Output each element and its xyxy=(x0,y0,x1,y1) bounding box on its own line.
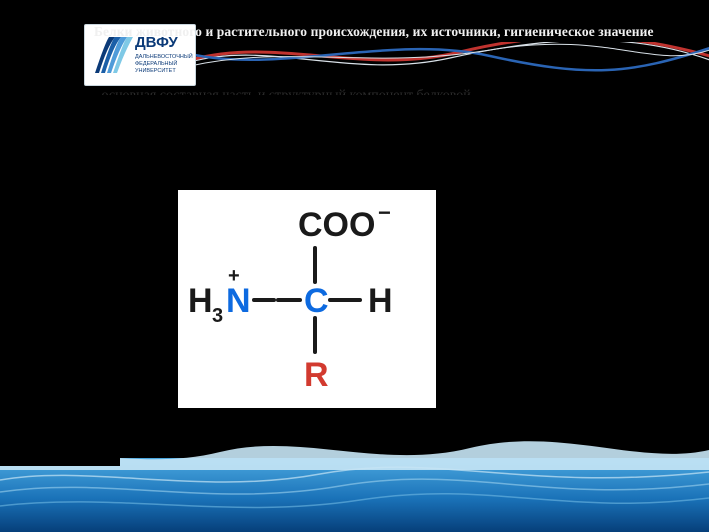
slide-root: Белки животного и растительного происхож… xyxy=(0,0,709,532)
label-r-group: R xyxy=(304,356,329,394)
logo-line3: ФЕДЕРАЛЬНЫЙ xyxy=(135,59,177,67)
slide-title: Белки животного и растительного происхож… xyxy=(94,24,694,40)
footer-water-decor xyxy=(0,436,709,532)
logo-line4: УНИВЕРСИТЕТ xyxy=(135,68,176,74)
label-h-sub: 3 xyxy=(212,305,223,327)
label-h-right: H xyxy=(368,282,393,320)
label-alpha-carbon: C xyxy=(304,282,329,320)
amino-acid-structure: COO − H 3 N + C H R xyxy=(178,190,436,408)
label-carboxyl: COO xyxy=(298,206,375,244)
label-carboxyl-charge: − xyxy=(378,200,391,225)
logo-line2: ДАЛЬНЕВОСТОЧНЫЙ xyxy=(135,52,193,60)
label-amine-charge: + xyxy=(228,265,240,287)
label-nitrogen: N xyxy=(226,282,251,320)
label-h-left: H xyxy=(188,282,213,320)
